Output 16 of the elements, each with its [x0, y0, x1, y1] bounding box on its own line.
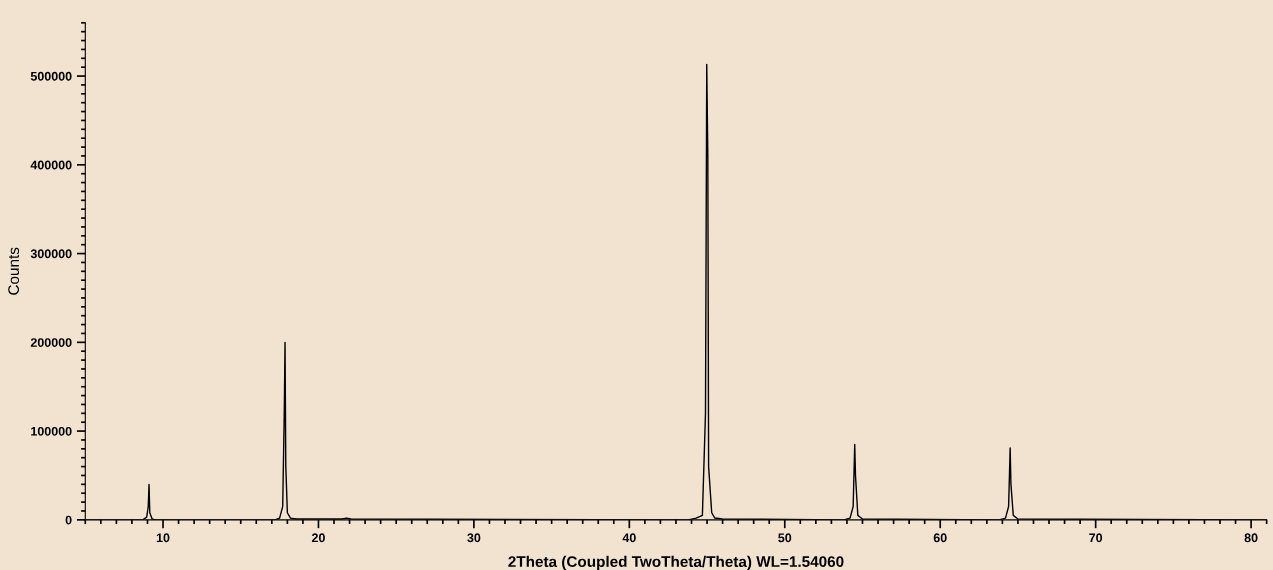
x-tick-label: 60	[933, 533, 947, 543]
x-axis-title: 2Theta (Coupled TwoTheta/Theta) WL=1.54060	[508, 555, 844, 570]
y-tick-label: 500000	[30, 71, 72, 81]
x-tick-label: 50	[778, 533, 792, 543]
y-tick-label: 300000	[30, 249, 72, 259]
y-tick-label: 100000	[31, 426, 72, 436]
x-tick-label: 40	[622, 533, 636, 543]
x-tick-label: 20	[311, 533, 325, 543]
x-tick-label: 80	[1244, 533, 1258, 543]
y-tick-label: 200000	[30, 338, 72, 347]
x-tick-label: 10	[156, 533, 170, 543]
x-tick-label: 70	[1089, 533, 1103, 543]
y-axis-title: Counts	[8, 247, 20, 295]
y-tick-label: 400000	[30, 160, 72, 170]
x-tick-label: 30	[467, 533, 481, 543]
y-tick-label: 0	[65, 515, 72, 525]
